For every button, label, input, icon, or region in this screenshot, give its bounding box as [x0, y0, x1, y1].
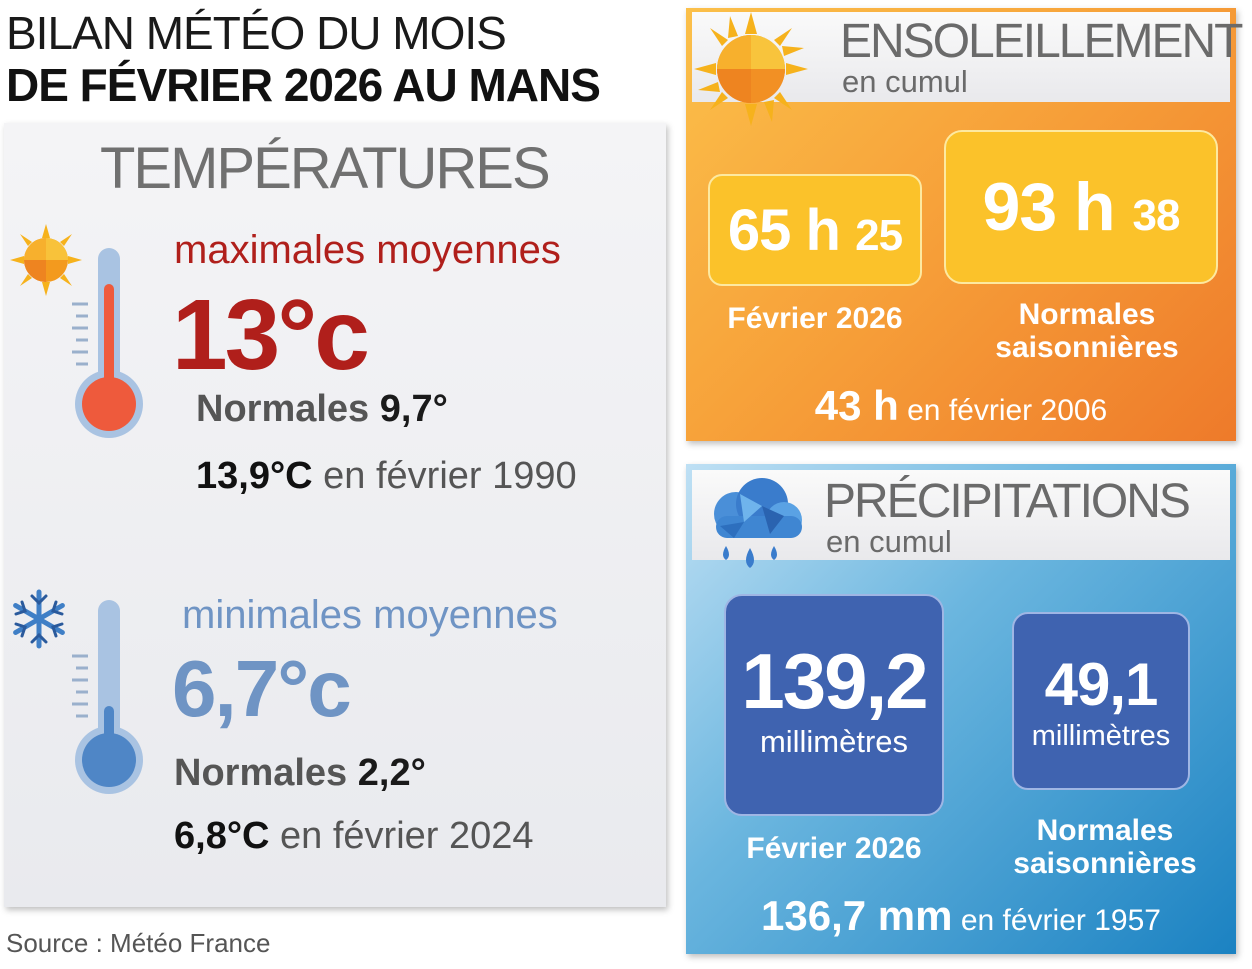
max-record: 13,9°C en février 1990 — [196, 455, 577, 498]
sunshine-subtitle: en cumul — [842, 64, 968, 99]
sunshine-current-minutes: 25 — [855, 210, 903, 260]
min-temperature-label: minimales moyennes — [182, 593, 558, 637]
max-record-value: 13,9°C — [196, 455, 313, 497]
sunshine-normal-value: 93 h 38 — [982, 168, 1181, 246]
precipitation-current-unit: millimètres — [759, 724, 909, 759]
sunshine-current-caption: Février 2026 — [727, 302, 903, 335]
max-normal-value: 9,7° — [379, 388, 448, 430]
precipitation-current-value: 139,2 — [741, 637, 928, 725]
precipitation-current-box — [724, 594, 944, 816]
min-normal-value: 2,2° — [357, 752, 426, 794]
precipitation-record-value: 136,7 mm — [761, 892, 953, 939]
sunshine-normal-hours: 93 h — [982, 169, 1116, 245]
source-credit: Source : Météo France — [6, 928, 271, 958]
max-temperature-label: maximales moyennes — [174, 228, 561, 272]
min-record-text: en février 2024 — [269, 815, 534, 857]
sunshine-normal-caption: Normales saisonnières — [995, 298, 1179, 364]
max-record-text: en février 1990 — [312, 455, 577, 497]
title-line-2: DE FÉVRIER 2026 AU MANS — [6, 59, 601, 111]
title-line-1: BILAN MÉTÉO DU MOIS — [6, 7, 507, 59]
snowflake-icon — [13, 589, 65, 649]
thermometer-icon — [72, 248, 143, 438]
thermometer-icon — [72, 600, 143, 794]
rain-cloud-icon — [714, 478, 802, 568]
precipitation-title: PRÉCIPITATIONS — [824, 475, 1191, 528]
precipitation-normal-box — [1012, 612, 1190, 790]
sunshine-record-value: 43 h — [814, 382, 899, 429]
sunshine-current-value: 65 h 25 — [727, 197, 903, 264]
sunshine-normal-minutes: 38 — [1132, 191, 1181, 240]
max-normal: Normales 9,7° — [196, 388, 448, 431]
sunshine-title: ENSOLEILLEMENT — [840, 15, 1243, 68]
precipitation-record: 136,7 mm en février 1957 — [686, 892, 1236, 940]
precipitation-record-text: en février 1957 — [952, 904, 1161, 937]
min-record-value: 6,8°C — [174, 815, 270, 857]
sunshine-current-box: 65 h 25 — [708, 174, 922, 286]
sun-icon — [694, 12, 808, 126]
precipitation-subtitle: en cumul — [826, 524, 952, 559]
sunshine-current-hours: 65 h — [727, 197, 841, 263]
precipitation-normal-unit: millimètres — [1031, 720, 1171, 752]
max-normal-label: Normales — [196, 388, 370, 430]
min-normal: Normales 2,2° — [174, 752, 426, 795]
min-temperature-value: 6,7°c — [172, 644, 352, 733]
temperatures-title: TEMPÉRATURES — [100, 136, 551, 201]
min-normal-label: Normales — [174, 752, 348, 794]
precipitation-normal-value: 49,1 — [1044, 651, 1159, 718]
sun-icon — [10, 224, 82, 296]
precipitation-normal-caption: Normales saisonnières — [1013, 814, 1197, 880]
max-temperature-value: 13°c — [172, 279, 370, 391]
sunshine-record-text: en février 2006 — [898, 394, 1108, 427]
sunshine-normal-box: 93 h 38 — [944, 130, 1218, 284]
sunshine-record: 43 h en février 2006 — [686, 382, 1236, 430]
precipitation-current-caption: Février 2026 — [746, 832, 922, 865]
min-record: 6,8°C en février 2024 — [174, 815, 534, 858]
